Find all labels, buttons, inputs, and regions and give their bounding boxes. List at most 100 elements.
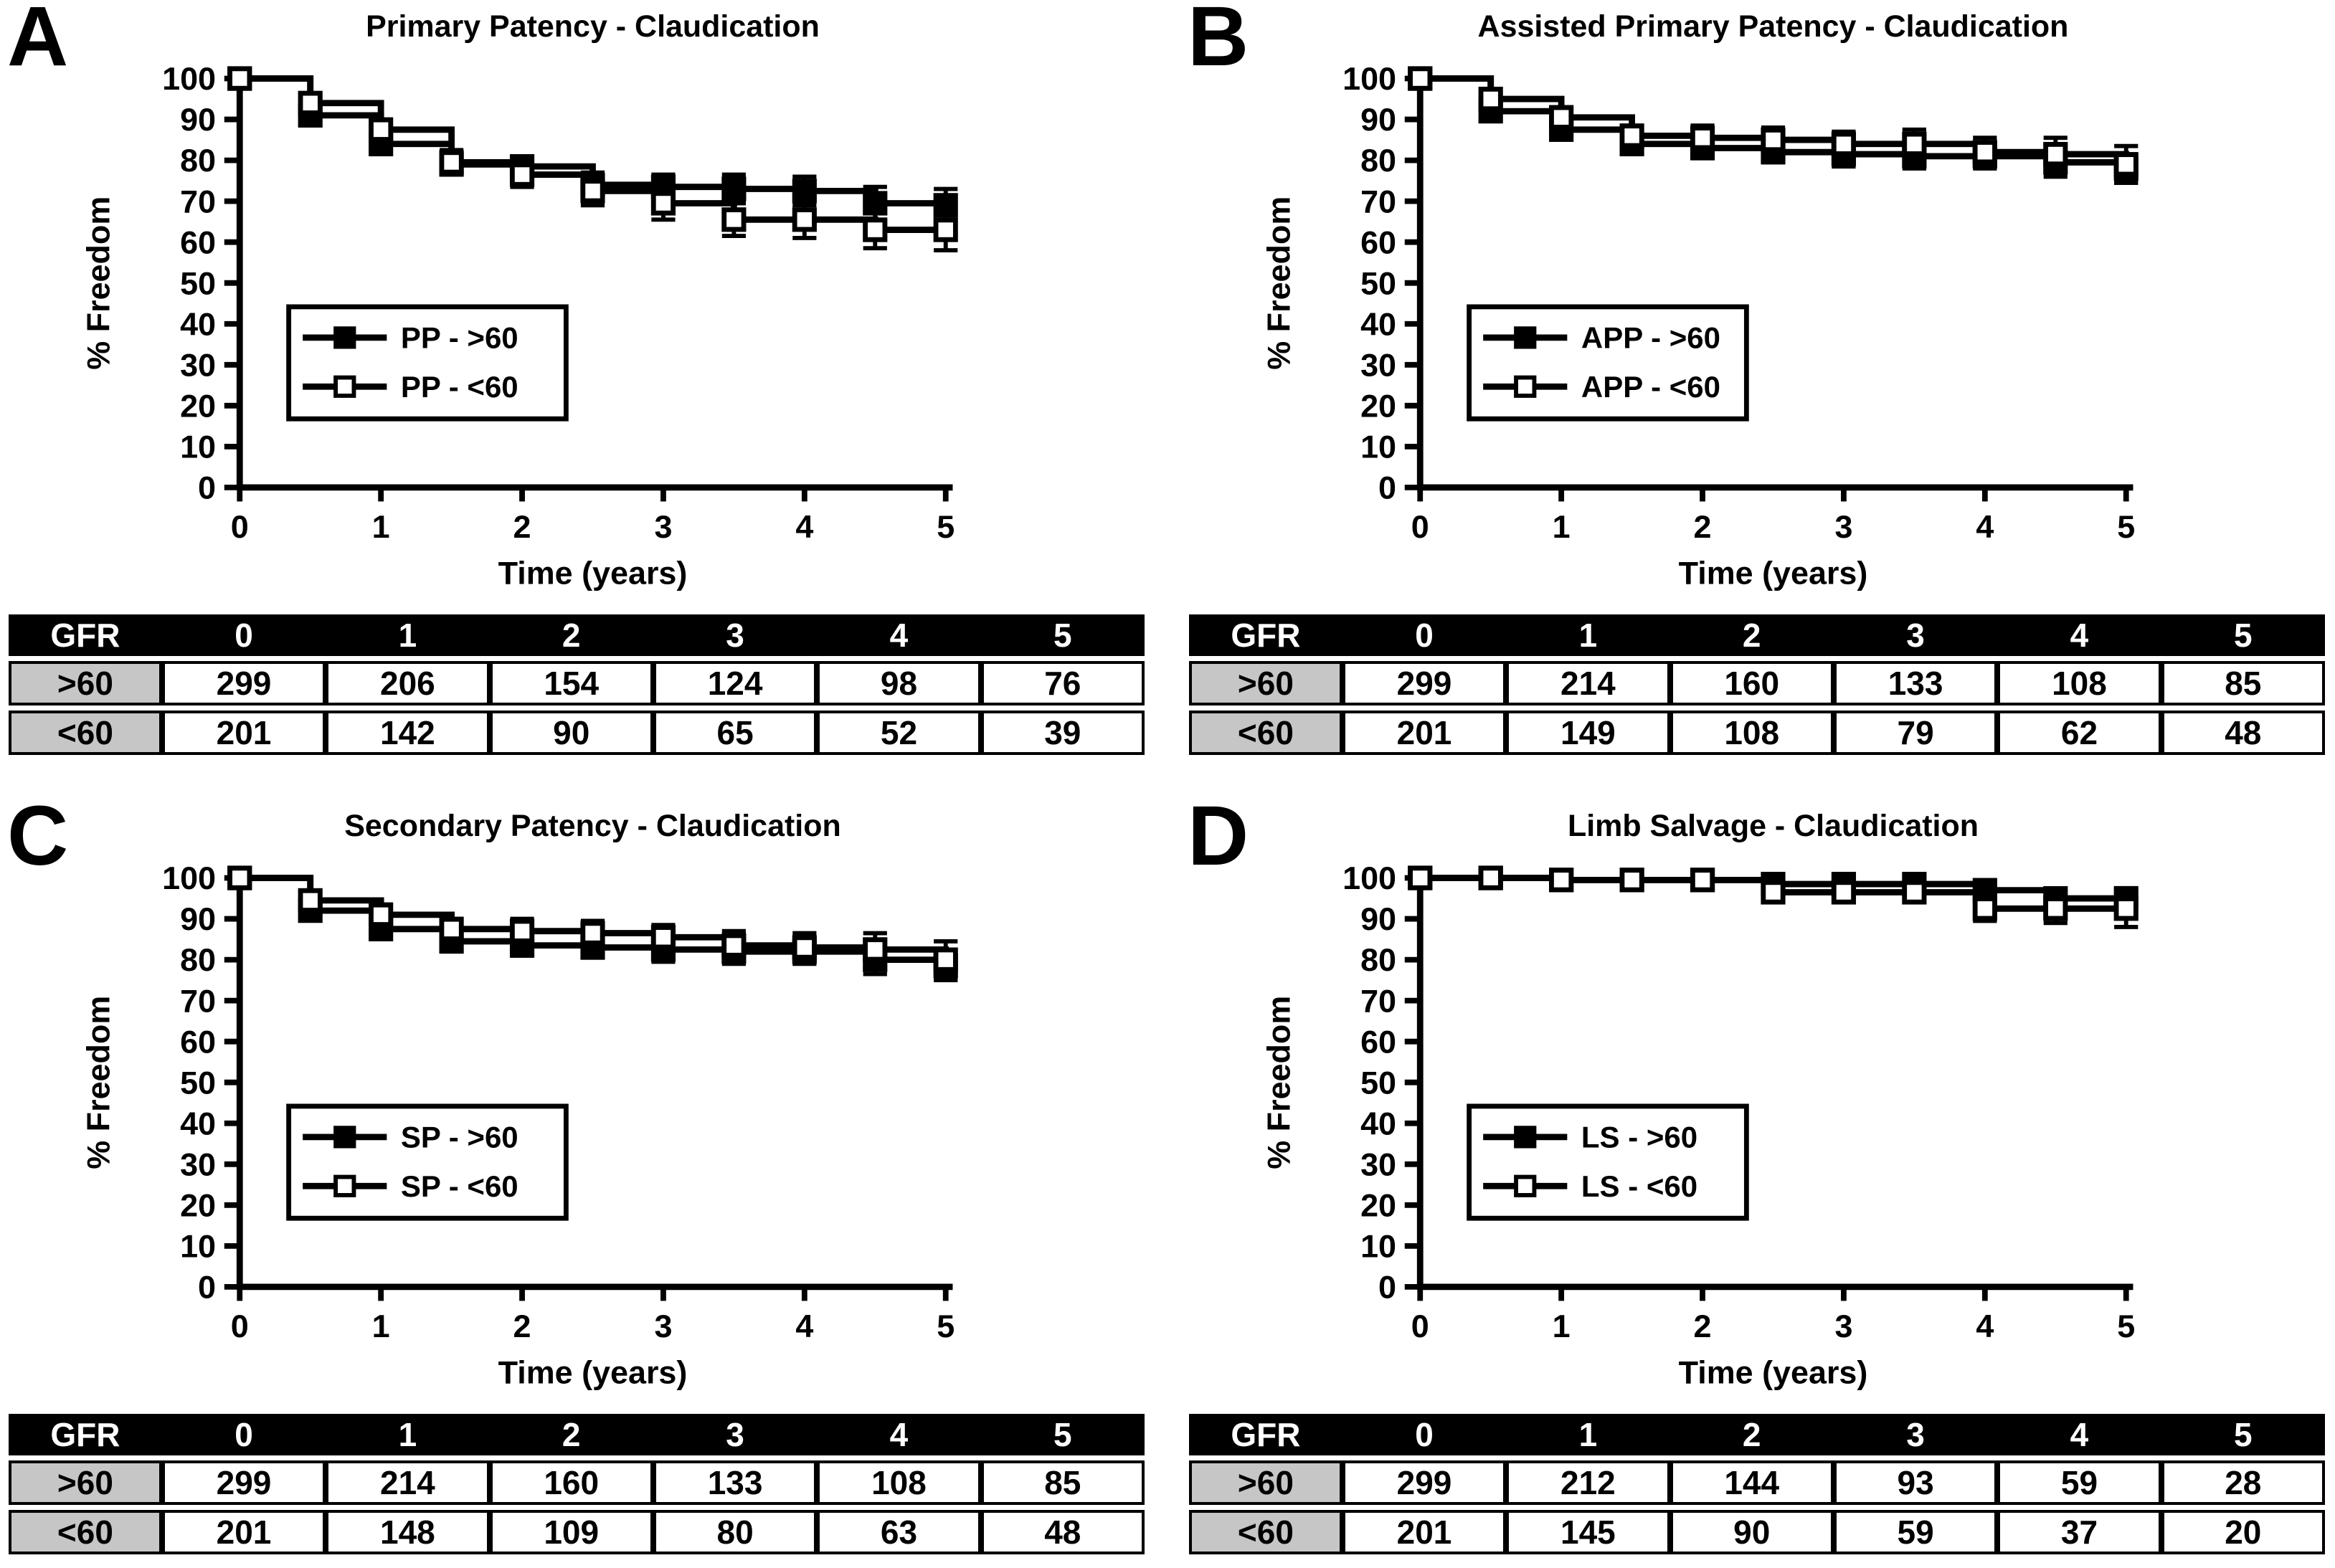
risk-table-cell: 85 [2161, 661, 2325, 706]
risk-table-header-row: GFR 0 1 2 3 4 5 [1189, 614, 2325, 657]
risk-table-cell: 201 [1342, 711, 1507, 756]
risk-table-header-row: GFR 0 1 2 3 4 5 [9, 1413, 1145, 1455]
y-tick-label: 70 [180, 183, 216, 219]
risk-table-header-cell: 1 [1506, 614, 1670, 657]
risk-table-cell: 76 [980, 661, 1145, 706]
open-square-marker [1972, 140, 1997, 165]
x-tick-label: 4 [795, 508, 813, 545]
risk-table-header-cell: 4 [1997, 1413, 2161, 1455]
risk-table-header-cell: 3 [1833, 1413, 1998, 1455]
y-tick-label: 40 [180, 1105, 216, 1141]
legend-filled-square-marker [333, 326, 356, 349]
chart-assisted-primary-patency: Assisted Primary Patency - Claudication 0… [1188, 4, 2328, 591]
y-tick-label: 20 [1360, 387, 1396, 424]
open-square-marker [1902, 879, 1927, 905]
legend-label: LS - <60 [1581, 1169, 1697, 1202]
risk-table-secondary-patency: GFR 0 1 2 3 4 5 >60 299 214 160 133 108 85 <60 201 148 10… [9, 1409, 1145, 1559]
filled-square-marker [792, 179, 817, 204]
risk-table-cell: 214 [326, 1460, 490, 1505]
legend-filled-square-marker [333, 1125, 356, 1149]
legend-box [1467, 304, 1749, 422]
risk-table-row: <60 201 142 90 65 52 39 [9, 711, 1145, 756]
legend-label: PP - <60 [401, 370, 518, 404]
kaplan-meier-plot: Secondary Patency - Claudication01020304… [80, 808, 958, 1390]
y-tick-label: 10 [1360, 428, 1396, 465]
legend-label: LS - >60 [1581, 1120, 1697, 1154]
y-axis-label: % Freedom [80, 995, 117, 1169]
risk-table-cell: 90 [1669, 1509, 1834, 1554]
risk-table-header-cell: 2 [1669, 1413, 1834, 1455]
risk-table-row: <60 201 148 109 80 63 48 [9, 1509, 1145, 1554]
risk-table-cell: 108 [817, 1460, 981, 1505]
open-square-marker [863, 217, 888, 242]
y-tick-label: 60 [180, 1023, 216, 1060]
y-tick-label: 90 [180, 901, 216, 937]
risk-table-row: <60 201 145 90 59 37 20 [1189, 1509, 2325, 1554]
risk-table-cell: 48 [2161, 711, 2325, 756]
legend-filled-square-marker [1514, 326, 1537, 349]
y-tick-label: 50 [180, 265, 216, 301]
risk-table-cell: 63 [817, 1509, 981, 1554]
panel-b: B Assisted Primary Patency - Claudicatio… [1188, 0, 2328, 764]
x-tick-label: 1 [372, 508, 390, 545]
risk-table-cell: 201 [161, 1509, 326, 1554]
legend-open-square-marker [1514, 1174, 1537, 1197]
filled-square-marker [933, 193, 958, 218]
risk-table-cell: 149 [1506, 711, 1670, 756]
risk-table-cell: 80 [653, 1509, 818, 1554]
open-square-marker [1831, 131, 1857, 156]
x-tick-label: 2 [513, 508, 531, 545]
risk-table-primary-patency: GFR 0 1 2 3 4 5 >60 299 206 154 124 98 76 <60 201 142 90 6… [9, 609, 1145, 760]
risk-table-cell: 108 [1997, 661, 2161, 706]
open-square-marker [1478, 865, 1503, 890]
risk-table-cell: 206 [326, 661, 490, 706]
open-square-marker [2043, 895, 2068, 921]
y-tick-label: 80 [180, 941, 216, 978]
x-tick-label: 5 [2117, 508, 2135, 545]
legend-label: SP - <60 [401, 1169, 518, 1202]
risk-table-cell: 98 [817, 661, 981, 706]
legend-label: APP - <60 [1581, 370, 1720, 404]
risk-table-header-cell: 3 [1833, 614, 1998, 657]
x-tick-label: 3 [654, 508, 672, 545]
risk-table-cell: 133 [653, 1460, 818, 1505]
risk-table-cell: 144 [1669, 1460, 1834, 1505]
x-tick-label: 2 [1694, 1308, 1712, 1344]
y-tick-label: 70 [1360, 982, 1396, 1019]
risk-table-row-label: <60 [1189, 711, 1342, 756]
y-tick-label: 90 [180, 101, 216, 138]
y-tick-label: 70 [1360, 183, 1396, 219]
y-tick-label: 10 [180, 1227, 216, 1264]
risk-table-cell: 62 [1997, 711, 2161, 756]
legend-box [286, 1103, 569, 1221]
open-square-marker [1549, 867, 1574, 892]
open-square-marker [1831, 879, 1857, 905]
risk-table-header-cell: 3 [653, 1413, 818, 1455]
open-square-marker [650, 924, 676, 949]
open-square-marker [509, 918, 535, 944]
risk-table-row: <60 201 149 108 79 62 48 [1189, 711, 2325, 756]
x-axis-label: Time (years) [498, 1354, 688, 1390]
risk-table-cell: 201 [1342, 1509, 1507, 1554]
open-square-marker [792, 207, 817, 232]
risk-table-header-cell: 0 [161, 614, 326, 657]
risk-table-cell: 48 [980, 1509, 1145, 1554]
risk-table-header-cell: 4 [1997, 614, 2161, 657]
y-tick-label: 0 [198, 1268, 216, 1305]
filled-square-marker [721, 176, 747, 201]
y-tick-label: 30 [1360, 1146, 1396, 1182]
y-tick-label: 100 [162, 60, 216, 97]
open-square-marker [439, 916, 464, 941]
risk-table-cell: 108 [1669, 711, 1834, 756]
risk-table-header-cell: 1 [326, 1413, 490, 1455]
y-tick-label: 30 [180, 1146, 216, 1182]
risk-table-cell: 28 [2161, 1460, 2325, 1505]
open-square-marker [933, 947, 958, 972]
risk-table-cell: 124 [653, 661, 818, 706]
risk-table-cell: 59 [1997, 1460, 2161, 1505]
risk-table-cell: 20 [2161, 1509, 2325, 1554]
open-square-marker [509, 162, 535, 187]
open-square-marker [933, 217, 958, 242]
x-tick-label: 0 [231, 508, 249, 545]
risk-table-header-cell: 0 [1342, 614, 1507, 657]
